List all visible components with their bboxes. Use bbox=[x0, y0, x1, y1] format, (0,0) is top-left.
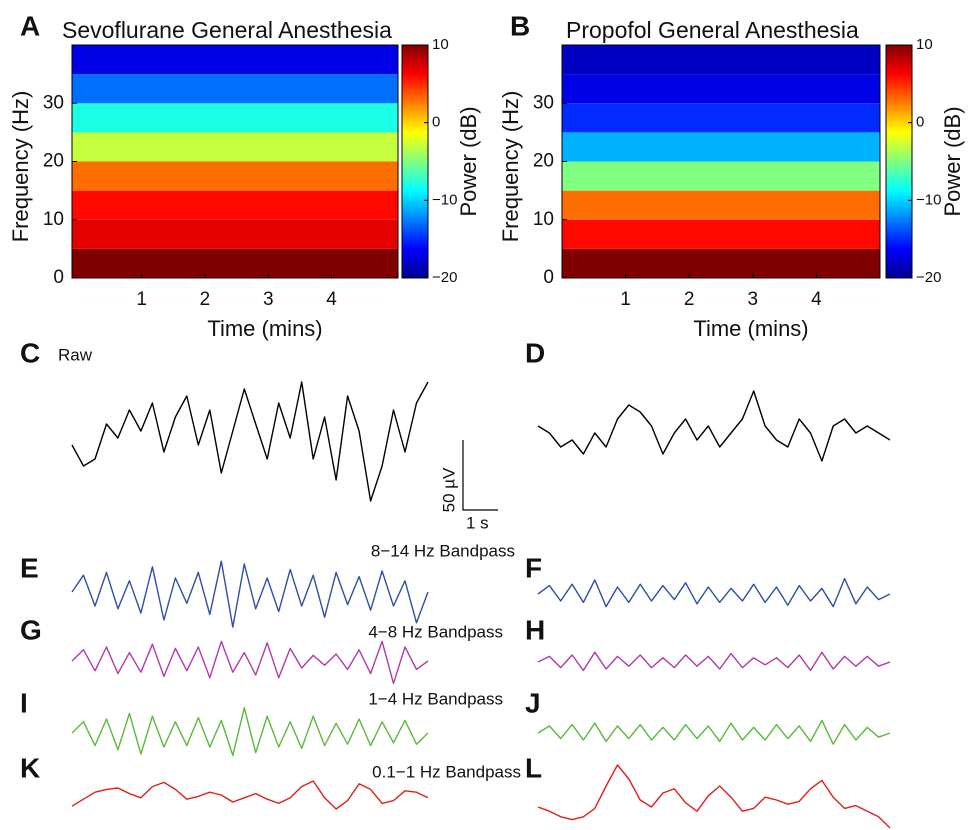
spectrogram-band bbox=[72, 219, 398, 249]
x-tick-label: 2 bbox=[684, 289, 695, 310]
y-tick-label: 20 bbox=[533, 151, 554, 172]
spectrogram-band bbox=[72, 190, 398, 220]
spectrogram-band bbox=[562, 248, 880, 278]
x-tick-label: 1 bbox=[620, 289, 631, 310]
spectrogram-band bbox=[72, 103, 398, 133]
colorbar-tick-label: 10 bbox=[432, 36, 449, 53]
colorbar-tick-label: 10 bbox=[916, 36, 933, 53]
colorbar-tick-label: 0 bbox=[916, 114, 924, 131]
spectrogram-band bbox=[72, 161, 398, 191]
panel-letter: C bbox=[20, 337, 40, 368]
y-tick-label: 30 bbox=[533, 92, 554, 113]
y-tick-label: 10 bbox=[43, 209, 64, 230]
trace bbox=[537, 390, 891, 462]
spectrogram-band bbox=[562, 103, 880, 133]
colorbar bbox=[885, 44, 913, 279]
scale-bar bbox=[462, 440, 498, 511]
trace bbox=[71, 707, 429, 757]
trace-caption: Raw bbox=[58, 345, 93, 364]
panel-letter: K bbox=[20, 752, 40, 783]
spectrogram-band bbox=[562, 219, 880, 249]
y-tick-label: 20 bbox=[43, 151, 64, 172]
colorbar-tick-label: −10 bbox=[432, 191, 457, 208]
x-tick-label: 2 bbox=[200, 289, 211, 310]
panel-letter: F bbox=[525, 552, 542, 583]
trace bbox=[71, 780, 429, 810]
trace bbox=[71, 560, 429, 628]
y-tick-label: 0 bbox=[53, 267, 64, 288]
colorbar-tick-label: 0 bbox=[432, 114, 440, 131]
spectrogram-band bbox=[562, 45, 880, 75]
panel-letter: B bbox=[510, 10, 530, 41]
trace-caption: 0.1−1 Hz Bandpass bbox=[372, 762, 521, 781]
spectrogram-band bbox=[562, 161, 880, 191]
x-tick-label: 4 bbox=[811, 289, 822, 310]
panel-letter: G bbox=[20, 614, 42, 645]
trace bbox=[537, 577, 891, 608]
panel-title: Propofol General Anesthesia bbox=[566, 17, 859, 43]
colorbar-label: Power (dB) bbox=[940, 106, 965, 216]
panel-letter: D bbox=[525, 337, 545, 368]
y-tick-label: 0 bbox=[543, 267, 554, 288]
x-axis-label: Time (mins) bbox=[693, 316, 808, 341]
colorbar-label: Power (dB) bbox=[456, 106, 481, 216]
colorbar-tick-label: −20 bbox=[916, 269, 941, 286]
trace bbox=[537, 719, 891, 745]
panel-letter: I bbox=[20, 687, 28, 718]
spectrogram-band bbox=[72, 45, 398, 75]
y-tick-label: 30 bbox=[43, 92, 64, 113]
spectrogram-band bbox=[72, 248, 398, 278]
scale-bar-amplitude: 50 µV bbox=[439, 467, 458, 512]
scale-bar-time: 1 s bbox=[466, 513, 489, 532]
spectrogram-band bbox=[72, 132, 398, 162]
panel-letter: L bbox=[525, 752, 542, 783]
trace bbox=[71, 381, 429, 502]
y-axis-label: Frequency (Hz) bbox=[8, 91, 33, 243]
colorbar-tick-label: −20 bbox=[432, 269, 457, 286]
x-tick-label: 3 bbox=[748, 289, 759, 310]
trace bbox=[71, 640, 429, 685]
trace-caption: 4−8 Hz Bandpass bbox=[368, 622, 503, 641]
spectrogram-band bbox=[72, 74, 398, 104]
panel-title: Sevoflurane General Anesthesia bbox=[62, 17, 392, 43]
x-tick-label: 1 bbox=[136, 289, 147, 310]
trace bbox=[537, 764, 891, 829]
panel-letter: J bbox=[525, 687, 541, 718]
x-tick-label: 4 bbox=[326, 289, 337, 310]
colorbar bbox=[401, 44, 429, 279]
trace-caption: 1−4 Hz Bandpass bbox=[368, 689, 503, 708]
x-axis-label: Time (mins) bbox=[207, 316, 322, 341]
colorbar-tick-label: −10 bbox=[916, 191, 941, 208]
y-tick-label: 10 bbox=[533, 209, 554, 230]
panel-letter: E bbox=[20, 552, 39, 583]
panel-letter: A bbox=[20, 10, 40, 41]
spectrogram-band bbox=[562, 74, 880, 104]
panel-letter: H bbox=[525, 614, 545, 645]
x-tick-label: 3 bbox=[263, 289, 274, 310]
spectrogram-band bbox=[562, 190, 880, 220]
y-axis-label: Frequency (Hz) bbox=[498, 91, 523, 243]
trace bbox=[537, 651, 891, 672]
spectrogram-band bbox=[562, 132, 880, 162]
trace-caption: 8−14 Hz Bandpass bbox=[371, 541, 515, 560]
